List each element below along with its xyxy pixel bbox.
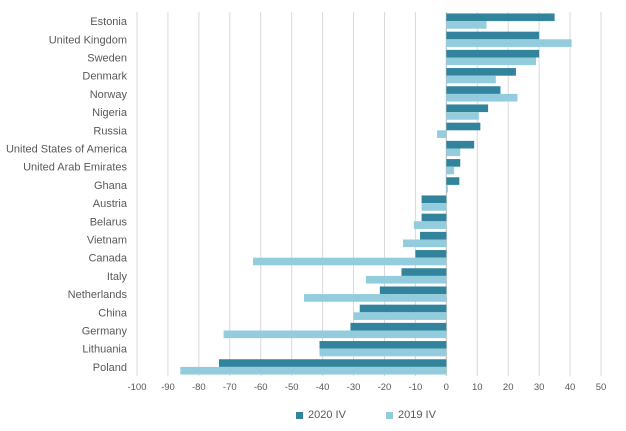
category-label: Italy: [107, 271, 128, 283]
x-tick-label: -30: [347, 382, 361, 393]
category-label: Estonia: [90, 16, 128, 28]
bar-2019: [446, 57, 537, 66]
category-label: Nigeria: [92, 107, 128, 119]
x-tick-label: -100: [127, 382, 146, 393]
bar-2019: [446, 166, 455, 175]
category-label: Austria: [93, 198, 128, 210]
x-tick-label: -10: [409, 382, 423, 393]
bar-2020: [401, 268, 447, 276]
category-label: Norway: [90, 89, 128, 101]
category-label: Lithuania: [82, 344, 128, 356]
x-tick-label: -50: [285, 382, 299, 393]
bar-2020: [421, 213, 447, 222]
y-axis-labels: Estonia United Kingdom Sweden Denmark Norway…: [6, 16, 128, 374]
category-label: United Kingdom: [49, 34, 127, 46]
bar-2020: [446, 140, 475, 149]
x-tick-label: -90: [161, 382, 175, 393]
category-label: Vietnam: [87, 235, 127, 247]
bar-2019: [319, 348, 447, 357]
bar-2019: [446, 112, 479, 120]
bar-2020: [446, 159, 461, 167]
x-tick-label: 30: [534, 382, 545, 393]
x-tick-label: -70: [223, 382, 237, 393]
bar-2019: [446, 93, 518, 102]
x-tick-label: 40: [565, 382, 576, 393]
bar-2019: [223, 330, 447, 339]
legend-label-2019: 2019 IV: [398, 409, 436, 421]
category-label: Poland: [93, 362, 127, 374]
bar-2020: [379, 286, 447, 295]
bar-2020: [446, 31, 540, 40]
bar-2019: [421, 203, 447, 211]
bars: [180, 13, 572, 375]
bar-2020: [446, 122, 481, 131]
bar-2019: [403, 239, 447, 248]
bar-2019: [446, 39, 572, 47]
category-label: Denmark: [82, 71, 127, 83]
legend-item-2020: 2020 IV: [296, 409, 346, 421]
bar-2020: [218, 359, 447, 367]
x-tick-label: -60: [254, 382, 268, 393]
category-label: Netherlands: [68, 289, 128, 301]
x-tick-label: -20: [378, 382, 392, 393]
bar-2019: [446, 148, 461, 157]
gridlines: [136, 12, 602, 376]
x-tick-label: 0: [444, 382, 449, 393]
bar-2020: [319, 341, 447, 349]
category-label: Sweden: [87, 53, 127, 65]
category-label: United States of America: [6, 144, 128, 156]
x-axis-labels: -100 -90 -80 -70 -60 -50 -40 -30 -20 -10 0 10 20 30 40…: [127, 382, 606, 393]
category-label: Canada: [88, 253, 127, 265]
category-label: Russia: [93, 125, 128, 137]
bar-2020: [359, 304, 447, 313]
bar-2020: [446, 177, 460, 185]
x-tick-label: -80: [192, 382, 206, 393]
legend-swatch-2020: [296, 411, 303, 419]
category-label: Ghana: [94, 180, 128, 192]
bar-2019: [365, 275, 447, 284]
bar-2020: [446, 49, 540, 58]
legend-swatch-2019: [386, 411, 393, 419]
bar-2020: [446, 13, 555, 22]
legend: 2020 IV 2019 IV: [0, 409, 626, 425]
bar-2019: [446, 184, 448, 193]
bar-2019: [253, 257, 447, 266]
x-tick-label: 10: [472, 382, 483, 393]
bar-2020: [350, 322, 447, 331]
bar-2019: [353, 312, 447, 320]
bar-2019: [446, 21, 487, 29]
bar-2019: [180, 366, 447, 375]
bar-2020: [446, 104, 489, 113]
category-label: Belarus: [90, 216, 128, 228]
bar-2019: [304, 294, 447, 302]
bar-2020: [415, 250, 447, 258]
bar-2019: [413, 221, 447, 229]
bar-2020: [446, 68, 516, 76]
bar-2019: [437, 130, 447, 138]
x-tick-label: 20: [503, 382, 514, 393]
category-label: Germany: [82, 326, 128, 338]
bar-2020: [421, 195, 447, 204]
bar-2020: [420, 231, 447, 240]
x-tick-label: -40: [316, 382, 330, 393]
bar-2019: [446, 75, 496, 84]
category-label: China: [98, 307, 128, 319]
x-tick-label: 50: [596, 382, 607, 393]
bar-2020: [446, 86, 501, 94]
legend-item-2019: 2019 IV: [386, 409, 436, 421]
category-label: United Arab Emirates: [23, 162, 127, 174]
legend-label-2020: 2020 IV: [308, 409, 346, 421]
